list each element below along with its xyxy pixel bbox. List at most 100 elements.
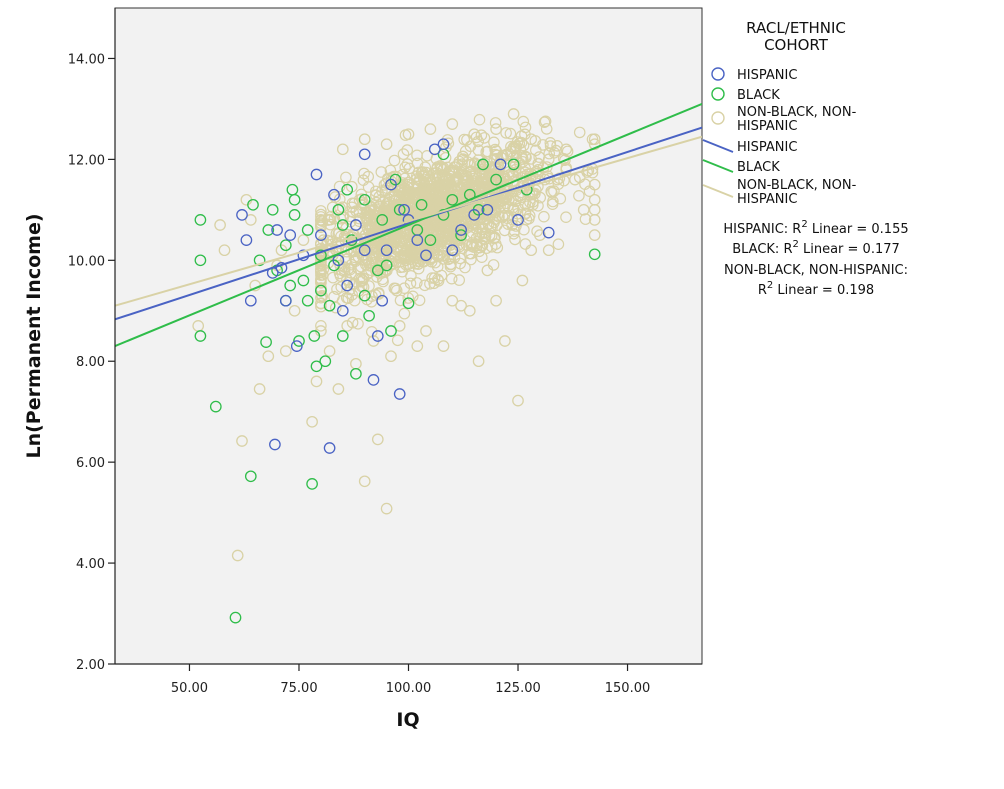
data-point — [253, 383, 266, 395]
cloud-point — [527, 196, 539, 208]
data-point — [525, 133, 538, 146]
cloud-point — [353, 194, 366, 206]
data-point — [437, 138, 450, 151]
cloud-point — [323, 213, 335, 226]
data-point — [315, 284, 327, 297]
cloud-point — [573, 190, 585, 202]
data-point — [588, 133, 601, 146]
x-tick-label: 75.00 — [280, 681, 317, 696]
legend-marker — [711, 67, 725, 81]
cloud-point — [366, 252, 379, 265]
r-squared-annotation: R2 Linear = 0.198 — [758, 280, 874, 298]
legend-label: NON-BLACK, NON- — [737, 178, 857, 193]
cloud-point — [573, 126, 586, 139]
cloud-point — [463, 167, 476, 179]
cloud-point — [530, 165, 543, 178]
cloud-point — [377, 196, 390, 209]
cloud-point — [326, 201, 339, 214]
legend-label: BLACK — [737, 88, 780, 103]
legend-line — [702, 159, 734, 173]
cloud-point — [388, 154, 401, 167]
cloud-point — [396, 177, 409, 189]
cloud-point — [378, 251, 391, 264]
data-point — [288, 209, 301, 221]
cloud-point — [473, 113, 486, 126]
cloud-point — [390, 284, 403, 297]
data-point — [310, 168, 323, 181]
cloud-point — [534, 191, 546, 204]
cloud-point — [426, 252, 438, 264]
data-point — [269, 438, 281, 451]
cloud-point — [455, 166, 468, 179]
cloud-point — [511, 136, 524, 148]
cloud-point — [431, 273, 444, 286]
cloud-point — [332, 228, 345, 240]
cloud-point — [441, 134, 454, 146]
cloud-point — [367, 203, 380, 216]
r-squared-annotation: HISPANIC: R2 Linear = 0.155 — [723, 219, 908, 237]
cloud-point — [505, 145, 518, 158]
data-point — [569, 173, 581, 186]
x-tick-label: 50.00 — [171, 681, 208, 696]
cloud-point — [489, 143, 501, 156]
legend-label: HISPANIC — [737, 68, 797, 83]
legend-marker — [711, 111, 725, 125]
cloud-point — [348, 294, 361, 307]
data-point — [271, 224, 283, 236]
data-point — [244, 214, 257, 226]
cloud-point — [475, 129, 488, 141]
data-point — [332, 254, 345, 267]
cloud-point — [464, 140, 477, 153]
cloud-point — [540, 123, 553, 135]
data-point — [279, 239, 292, 252]
cloud-point — [419, 182, 431, 195]
data-point — [490, 294, 502, 307]
data-point — [385, 178, 397, 191]
cloud-point — [445, 182, 458, 195]
data-point — [367, 374, 380, 386]
cloud-point — [456, 158, 468, 170]
data-point — [420, 249, 432, 262]
data-point — [260, 336, 272, 348]
data-point — [229, 611, 242, 624]
data-point — [358, 475, 371, 488]
cloud-point — [397, 252, 409, 265]
cloud-point — [365, 200, 377, 213]
cloud-point — [516, 153, 529, 165]
cloud-point — [459, 207, 472, 220]
cloud-point — [446, 166, 458, 178]
cloud-point — [415, 220, 428, 233]
cloud-point — [452, 172, 464, 185]
data-point — [455, 299, 467, 312]
data-point — [323, 442, 336, 454]
r-squared-annotation: BLACK: R2 Linear = 0.177 — [732, 239, 900, 257]
cloud-point — [468, 157, 481, 169]
cloud-point — [519, 238, 532, 250]
data-point — [323, 299, 336, 312]
data-point — [468, 128, 481, 141]
data-point — [560, 143, 573, 156]
data-point — [293, 335, 305, 347]
data-point — [336, 219, 349, 231]
data-point — [218, 244, 231, 257]
data-point — [231, 549, 244, 562]
cloud-point — [494, 195, 506, 208]
cloud-point — [482, 174, 495, 187]
cloud-point — [473, 241, 486, 254]
data-point — [455, 224, 467, 236]
cloud-point — [561, 145, 574, 158]
cloud-point — [510, 220, 522, 232]
cloud-point — [346, 201, 358, 214]
data-point — [323, 345, 336, 357]
data-point — [398, 203, 410, 216]
x-tick-label: 125.00 — [495, 681, 541, 696]
cloud-point — [399, 161, 411, 174]
cloud-point — [411, 149, 423, 162]
cloud-point — [456, 154, 469, 166]
data-point — [358, 133, 371, 146]
cloud-point — [489, 148, 502, 161]
data-point — [468, 209, 481, 221]
y-tick-label: 6.00 — [76, 456, 105, 471]
cloud-point — [431, 250, 444, 262]
